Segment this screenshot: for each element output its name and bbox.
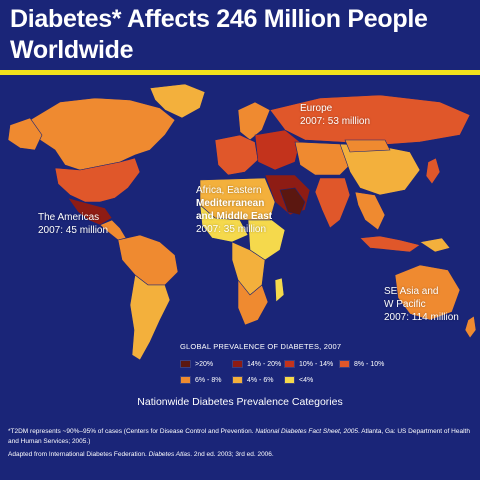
map-eastern-europe: [254, 129, 301, 171]
map-usa: [54, 157, 141, 203]
americas-name: The Americas: [38, 212, 100, 223]
legend-item: 6% - 8%: [180, 376, 232, 384]
label-americas: The Americas 2007: 45 million: [38, 211, 108, 237]
map-legend: GLOBAL PREVALENCE OF DIABETES, 2007 >20%…: [180, 342, 420, 384]
se-asia-name-1: SE Asia and: [384, 286, 439, 297]
map-india: [314, 177, 351, 229]
title-line-1: Diabetes* Affects 246 Million People: [10, 5, 428, 33]
label-se-asia: SE Asia and W Pacific 2007: 114 million: [384, 285, 459, 324]
world-map: [7, 83, 477, 361]
africa-name-2: Mediterranean: [196, 198, 265, 209]
africa-name-3: and Middle East: [196, 211, 273, 222]
europe-stat: 2007: 53 million: [300, 116, 371, 127]
map-australia: [394, 264, 461, 321]
footnote-text: . 2nd ed. 2003; 3rd ed. 2006.: [190, 451, 274, 458]
map-west-africa: [199, 204, 249, 243]
footnote-source-1: *T2DM represents ~90%–95% of cases (Cent…: [8, 427, 473, 446]
map-south-america-south: [129, 274, 171, 361]
legend-item: 8% - 10%: [339, 360, 399, 368]
map-indonesia: [359, 235, 421, 253]
legend-label: 4% - 6%: [247, 376, 274, 384]
footnote-italic: National Diabetes Fact Sheet, 2005: [255, 428, 358, 435]
categories-caption: Nationwide Diabetes Prevalence Categorie…: [137, 396, 343, 408]
legend-item: <4%: [284, 376, 339, 384]
legend-grid: >20% 14% - 20% 10% - 14% 8% - 10% 6% - 8…: [180, 360, 420, 384]
map-canada: [29, 97, 176, 171]
legend-swatch: [284, 360, 295, 368]
label-africa-middle-east: Africa, Eastern Mediterranean and Middle…: [196, 184, 272, 236]
map-south-america-north: [117, 234, 179, 286]
map-new-zealand: [464, 315, 477, 339]
legend-item: 10% - 14%: [284, 360, 339, 368]
legend-swatch: [232, 376, 243, 384]
legend-label: 6% - 8%: [195, 376, 222, 384]
se-asia-stat: 2007: 114 million: [384, 312, 459, 323]
legend-label: >20%: [195, 360, 214, 368]
map-russia: [269, 94, 471, 146]
map-southern-africa: [237, 279, 269, 326]
legend-item: 14% - 20%: [232, 360, 284, 368]
map-mongolia: [344, 139, 391, 153]
map-madagascar: [274, 277, 285, 303]
europe-name: Europe: [300, 103, 333, 114]
map-alaska: [7, 117, 43, 151]
title-rule: [0, 70, 480, 75]
slide-title: Diabetes* Affects 246 Million People Wor…: [10, 4, 470, 66]
footnote-italic: Diabetes Atlas: [148, 451, 191, 458]
map-mexico: [67, 197, 113, 226]
legend-label: 14% - 20%: [247, 360, 282, 368]
legend-label: 8% - 10%: [354, 360, 385, 368]
africa-name-1: Africa, Eastern: [196, 185, 262, 196]
map-scandinavia: [237, 101, 271, 141]
footnote: *T2DM represents ~90%–95% of cases (Cent…: [8, 427, 473, 464]
map-japan: [425, 157, 441, 185]
map-southeast-asia: [354, 191, 386, 231]
americas-stat: 2007: 45 million: [38, 225, 109, 236]
se-asia-name-2: W Pacific: [384, 299, 426, 310]
legend-label: 10% - 14%: [299, 360, 334, 368]
legend-label: <4%: [299, 376, 314, 384]
legend-swatch: [180, 360, 191, 368]
legend-item: 4% - 6%: [232, 376, 284, 384]
map-western-europe: [214, 134, 259, 176]
footnote-text: . Atlanta, Ga: US Department of Health a…: [8, 428, 470, 445]
legend-item: >20%: [180, 360, 232, 368]
legend-title: GLOBAL PREVALENCE OF DIABETES, 2007: [180, 342, 342, 351]
legend-swatch: [180, 376, 191, 384]
map-greenland: [149, 83, 206, 119]
africa-stat: 2007: 35 million: [196, 224, 267, 235]
footnote-source-2: Adapted from International Diabetes Fede…: [8, 450, 473, 460]
map-china: [339, 143, 421, 196]
title-line-2: Worldwide: [10, 36, 134, 64]
map-arabian-peninsula: [279, 187, 306, 216]
footnote-text: *T2DM represents ~90%–95% of cases (Cent…: [8, 428, 256, 435]
legend-swatch: [339, 360, 350, 368]
footnote-text: Adapted from International Diabetes Fede…: [8, 451, 149, 458]
legend-swatch: [232, 360, 243, 368]
label-europe: Europe 2007: 53 million: [300, 102, 370, 128]
legend-swatch: [284, 376, 295, 384]
map-papua: [419, 237, 451, 253]
